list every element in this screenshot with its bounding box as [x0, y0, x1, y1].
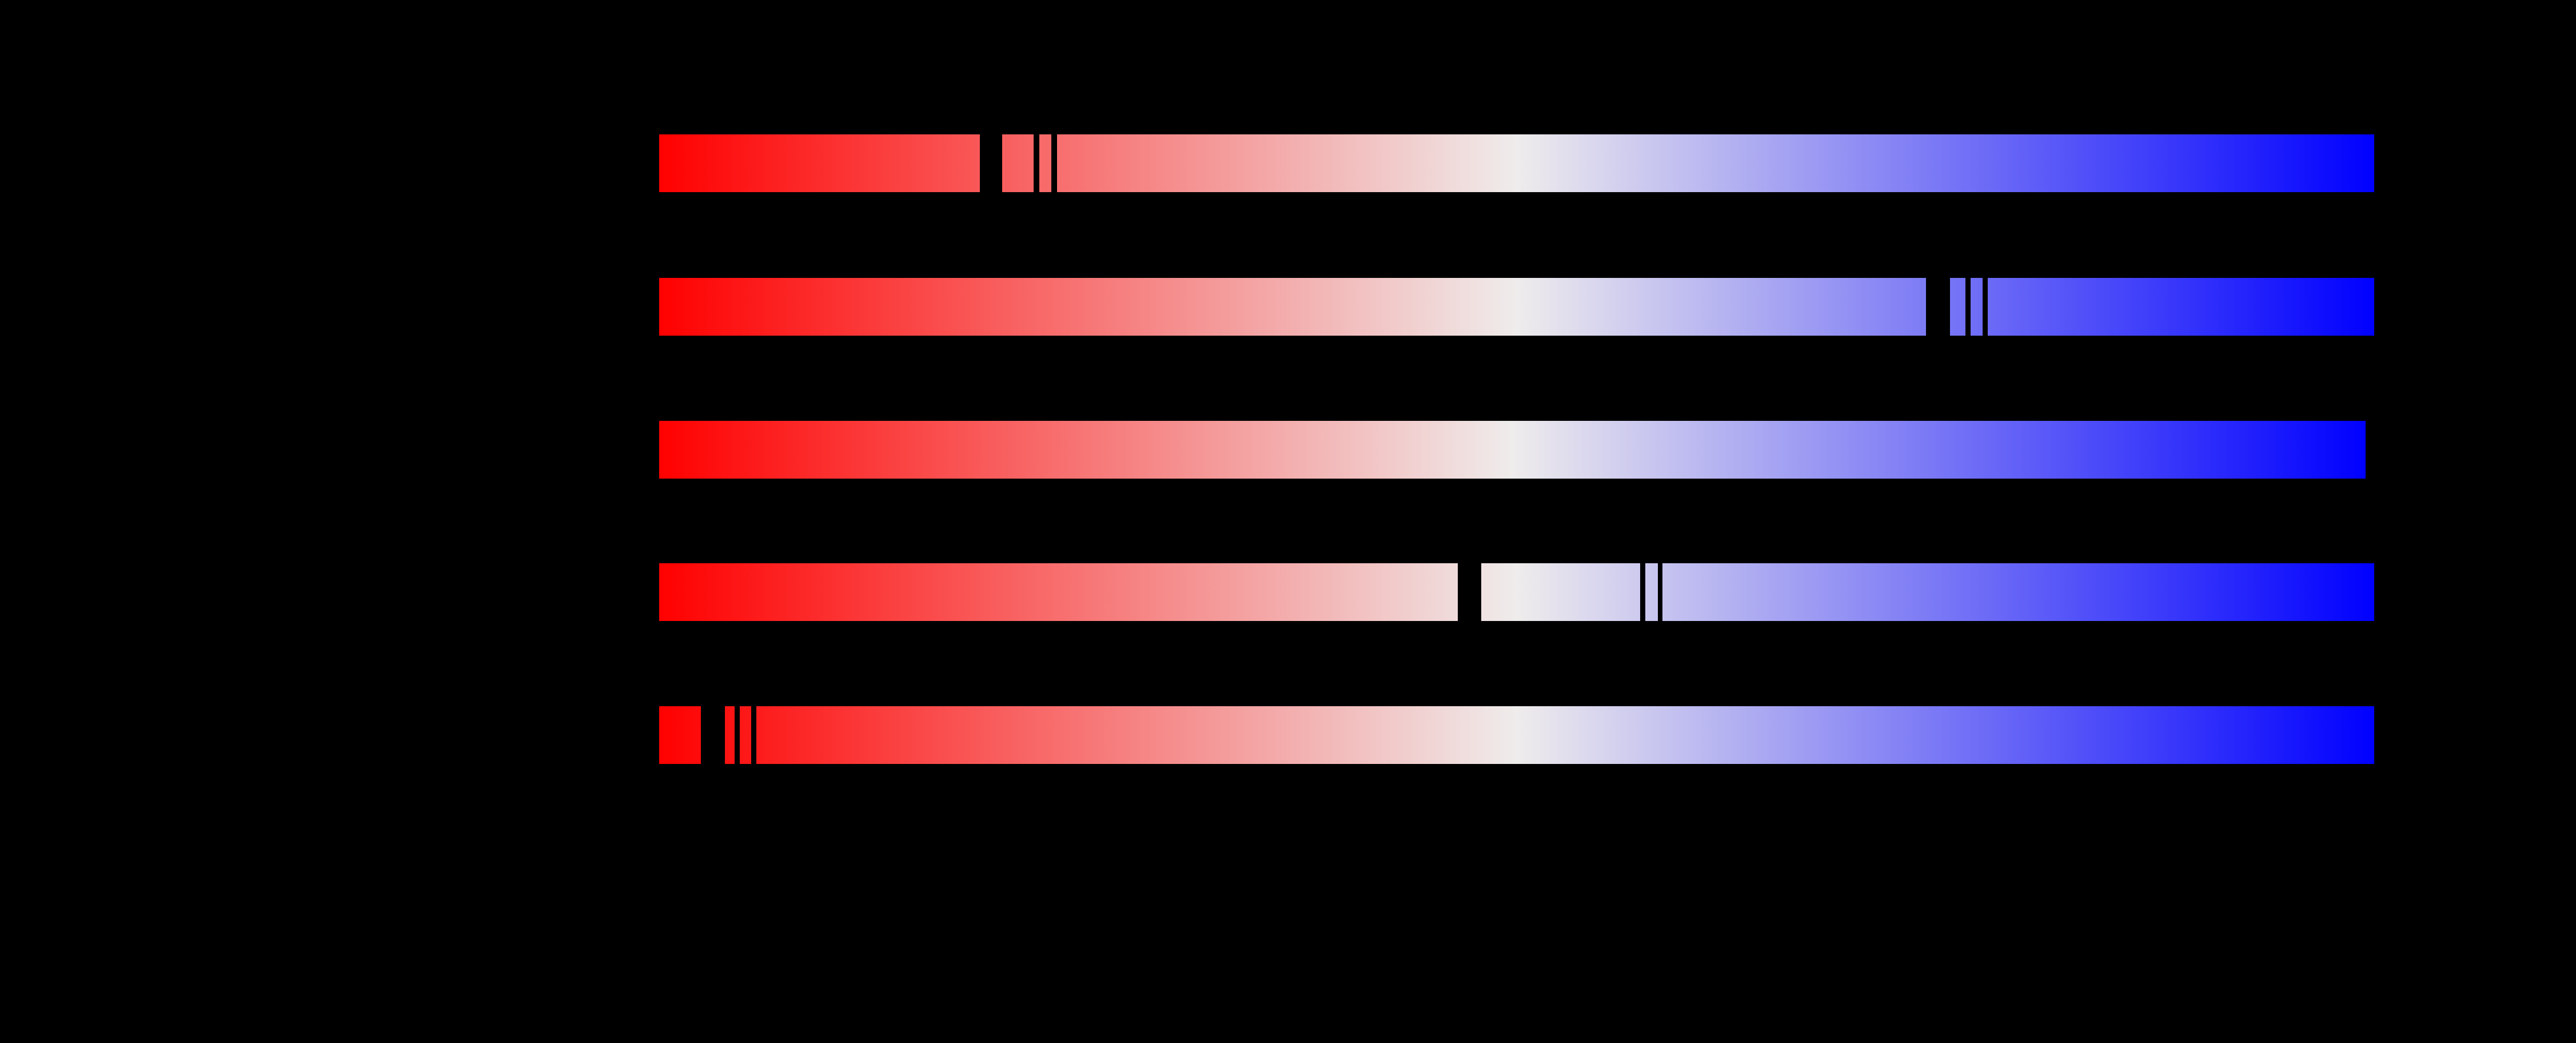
- colorbar-segment: [659, 421, 2366, 479]
- gradient-fill: [1950, 278, 1965, 336]
- colorbar-segment: [756, 706, 2374, 764]
- gradient-fill: [1039, 134, 1051, 192]
- gradient-fill: [756, 706, 2374, 764]
- gradient-fill: [1002, 134, 1034, 192]
- colorbar-segment: [1039, 134, 1051, 192]
- colorbar-track: [659, 134, 2374, 192]
- colorbar-segment: [659, 134, 980, 192]
- colorbar-segment: [1645, 563, 1658, 621]
- colorbar-segment: [1988, 278, 2374, 336]
- colorbar-segment: [659, 706, 701, 764]
- colorbar-segment: [1950, 278, 1965, 336]
- colorbar-segment: [659, 278, 1926, 336]
- colorbar-segment: [659, 563, 1458, 621]
- gradient-fill: [1662, 563, 2374, 621]
- gradient-fill: [740, 706, 751, 764]
- gradient-fill: [659, 706, 701, 764]
- colorbar-segment: [1002, 134, 1034, 192]
- gradient-fill: [1988, 278, 2374, 336]
- colorbar-track: [659, 563, 2374, 621]
- colorbar-segment: [1971, 278, 1983, 336]
- colorbar-segment: [725, 706, 735, 764]
- gradient-fill: [1057, 134, 2374, 192]
- gradient-fill: [659, 278, 1926, 336]
- gradient-fill: [725, 706, 735, 764]
- colorbar-track: [659, 421, 2366, 479]
- colorbar-segment: [1057, 134, 2374, 192]
- gradient-fill: [1645, 563, 1658, 621]
- colorbar-segment: [1662, 563, 2374, 621]
- colorbar-segment: [740, 706, 751, 764]
- gradient-fill: [1481, 563, 1640, 621]
- gradient-fill: [659, 421, 2366, 479]
- gradient-fill: [1971, 278, 1983, 336]
- colorbar-track: [659, 706, 2374, 764]
- colorbar-segment: [1481, 563, 1640, 621]
- colorbar-track: [659, 278, 2374, 336]
- gradient-fill: [659, 134, 980, 192]
- gradient-fill: [659, 563, 1458, 621]
